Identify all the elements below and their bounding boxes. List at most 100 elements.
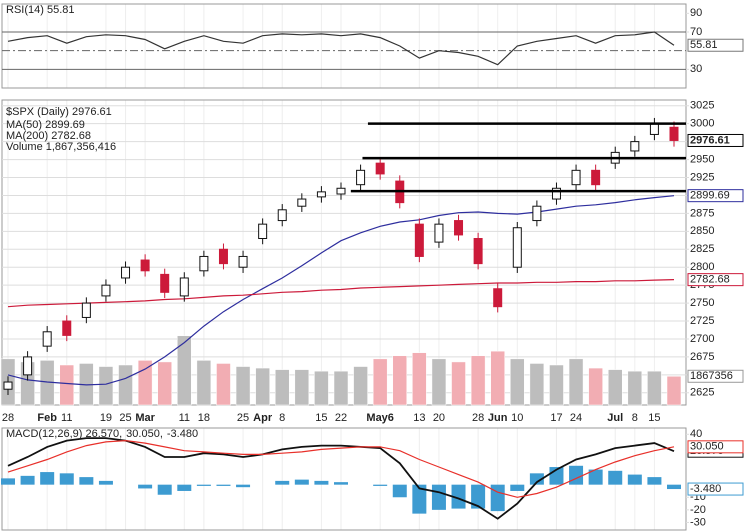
histogram-bar	[314, 480, 329, 485]
candle-body	[591, 169, 601, 186]
histogram-bar	[471, 484, 486, 509]
histogram-bar	[569, 465, 584, 485]
histogram-bar	[392, 484, 407, 498]
last-value-label-box	[687, 189, 744, 203]
volume-bar	[216, 363, 231, 406]
panel-title: RSI(14) 55.81	[6, 4, 74, 16]
rsi-line	[7, 31, 675, 66]
x-tick-label: 24	[570, 412, 582, 424]
histogram-bar	[20, 475, 35, 485]
candle-body	[454, 220, 464, 236]
y-tick-label: 2825	[690, 243, 714, 255]
y-tick-label: 2925	[690, 171, 714, 183]
histogram-bar	[667, 484, 681, 490]
candle-body	[571, 169, 581, 186]
candle-body	[238, 255, 248, 268]
volume-bar	[177, 335, 192, 406]
x-tick-label: 17	[550, 412, 562, 424]
last-value-label: -3.480	[690, 483, 721, 495]
candle-body	[101, 284, 111, 297]
volume-bar	[314, 370, 329, 406]
volume-bar	[451, 361, 466, 406]
candle-body	[81, 302, 91, 318]
histogram-bar	[98, 480, 113, 485]
histogram-bar	[627, 474, 642, 485]
x-tick-label: Jun	[488, 412, 508, 424]
macd-line	[7, 437, 675, 520]
volume-bar	[294, 369, 310, 406]
volume-bar	[568, 358, 584, 406]
volume-bar	[372, 358, 388, 406]
candle-body	[160, 273, 170, 293]
panel-frame	[1, 427, 687, 531]
last-value-label: 2782.68	[690, 274, 730, 286]
histogram-bar	[216, 484, 231, 486]
y-tick-label: -30	[690, 516, 706, 528]
histogram-bar	[373, 484, 388, 486]
candle-body	[649, 123, 659, 135]
volume-bar	[137, 360, 153, 406]
x-tick-label: 11	[61, 412, 72, 424]
candle-body	[551, 187, 561, 200]
candle-body	[140, 259, 150, 272]
candle-body	[473, 238, 483, 265]
y-tick-label: -20	[690, 504, 706, 516]
candle-body	[179, 277, 189, 297]
last-close-label: 2976.61	[690, 134, 730, 146]
x-tick-label: 8	[632, 412, 638, 424]
x-tick-label: 15	[648, 412, 660, 424]
candle-body	[356, 169, 366, 186]
candle-body	[297, 198, 307, 207]
last-value-label: 30.050	[690, 441, 724, 453]
volume-bar	[196, 360, 212, 406]
last-value-label-box	[687, 273, 744, 287]
y-tick-label: 2675	[690, 351, 714, 363]
histogram-bar	[431, 484, 446, 510]
candle-body	[532, 205, 542, 222]
candle-body	[493, 288, 503, 308]
legend-entry: Volume 1,867,356,416	[6, 141, 116, 153]
legend-entry: -3.480	[167, 428, 198, 440]
volume-bar	[118, 364, 133, 406]
y-tick-label: 2850	[690, 225, 714, 237]
candle-body	[630, 141, 640, 152]
panel-title: $SPX (Daily) 2976.61	[6, 106, 112, 118]
y-tick-label: 30	[690, 63, 702, 75]
histogram-bar	[59, 473, 74, 485]
candle-body	[414, 223, 424, 257]
last-close-label-box	[687, 133, 744, 147]
histogram-bar	[334, 482, 348, 485]
histogram-bar	[1, 478, 15, 485]
candle-body	[316, 191, 326, 198]
volume-bar	[353, 366, 368, 406]
y-tick-label: 3000	[690, 118, 714, 130]
y-tick-label: 2950	[690, 153, 714, 165]
histogram-bar	[177, 484, 192, 491]
histogram-bar	[157, 484, 172, 495]
candle-body	[277, 209, 287, 222]
x-tick-label: Jul	[607, 412, 623, 424]
volume-bar	[59, 364, 75, 406]
volume-bar	[490, 350, 505, 406]
volume-bar	[647, 370, 662, 406]
histogram-bar	[236, 484, 251, 488]
x-tick-label: 25	[119, 412, 131, 424]
legend-entry: 30.050,	[126, 428, 163, 440]
x-tick-label: Apr	[253, 412, 273, 424]
histogram-bar	[196, 484, 211, 486]
y-tick-label: 2700	[690, 333, 714, 345]
volume-bar	[412, 352, 427, 406]
volume-bar	[666, 376, 682, 406]
candle-body	[42, 331, 52, 347]
x-tick-label: 8	[279, 412, 285, 424]
histogram-bar	[138, 484, 153, 489]
volume-bar	[510, 358, 525, 406]
histogram-bar	[451, 484, 466, 509]
y-tick-label: 2875	[690, 207, 714, 219]
volume-bar	[588, 367, 603, 406]
moving-average	[7, 195, 675, 386]
volume-last-label-box	[687, 369, 744, 383]
volume-bar	[274, 369, 290, 406]
volume-bar	[255, 367, 270, 406]
moving-average	[7, 279, 675, 308]
